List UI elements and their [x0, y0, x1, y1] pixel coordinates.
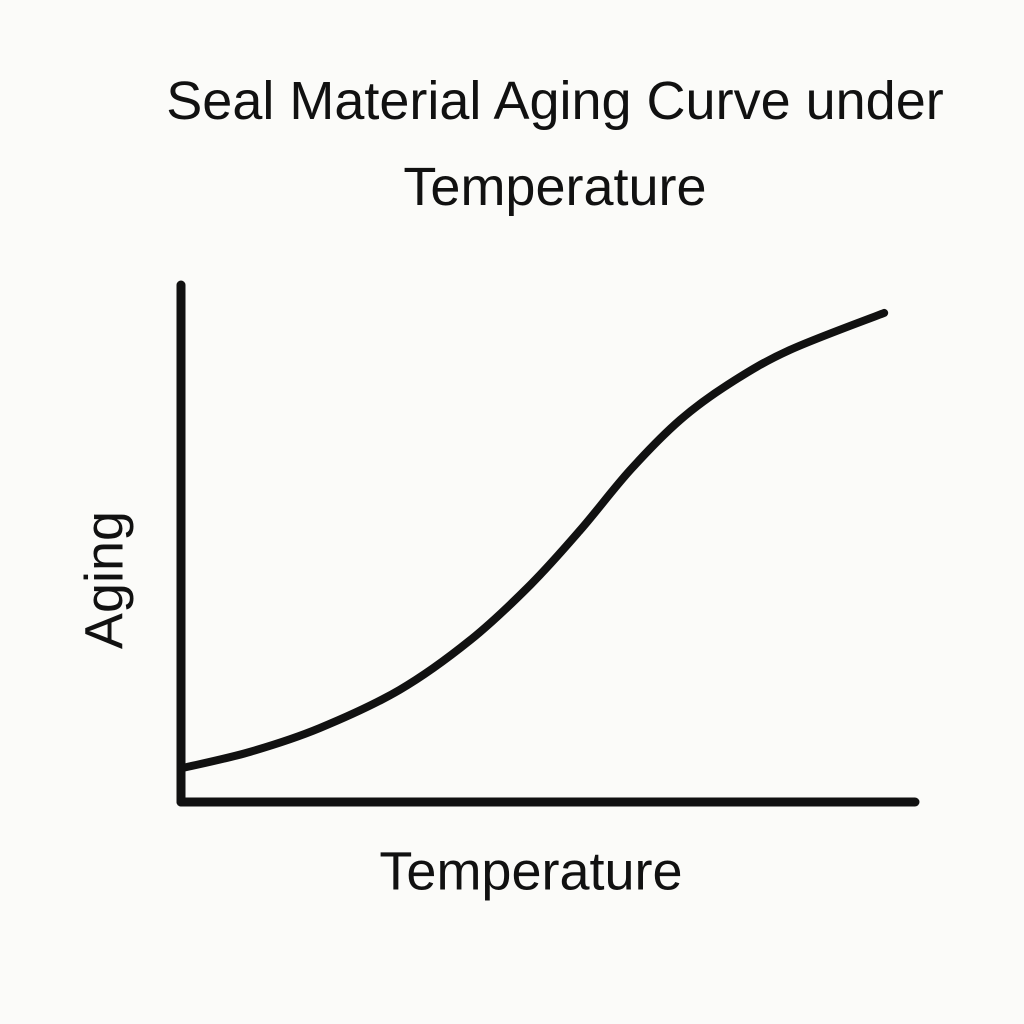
line-series [179, 308, 889, 772]
x-axis-label: Temperature [379, 841, 682, 901]
y-axis-label: Aging [74, 511, 134, 649]
chart-title: Seal Material Aging Curve under Temperat… [166, 71, 944, 217]
